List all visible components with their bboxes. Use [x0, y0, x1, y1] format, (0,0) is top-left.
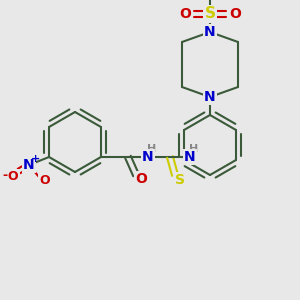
- Text: -: -: [2, 169, 8, 182]
- Text: +: +: [30, 154, 40, 164]
- Text: N: N: [184, 150, 196, 164]
- Text: N: N: [142, 150, 154, 164]
- Text: O: O: [8, 170, 18, 184]
- Text: N: N: [23, 158, 35, 172]
- Text: O: O: [135, 172, 147, 186]
- Text: S: S: [175, 173, 185, 187]
- Text: O: O: [179, 7, 191, 21]
- Text: S: S: [205, 7, 215, 22]
- Text: H: H: [189, 144, 199, 154]
- Text: N: N: [204, 90, 216, 104]
- Text: O: O: [229, 7, 241, 21]
- Text: O: O: [40, 173, 50, 187]
- Text: H: H: [147, 144, 157, 154]
- Text: N: N: [204, 25, 216, 39]
